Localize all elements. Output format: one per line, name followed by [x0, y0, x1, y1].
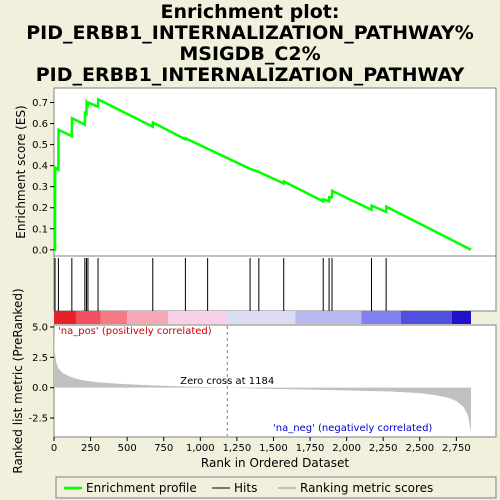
x-tick-label: 2,250 — [369, 443, 398, 454]
metric-y-tick-label: -2.5 — [28, 414, 48, 425]
x-tick-label: 2,000 — [332, 443, 361, 454]
es-panel-background — [53, 87, 497, 257]
zero-cross-label: Zero cross at 1184 — [180, 376, 274, 387]
es-y-tick-label: 0.7 — [32, 98, 48, 109]
x-tick-label: 1,500 — [259, 443, 288, 454]
x-axis-label: Rank in Ordered Dataset — [201, 456, 349, 470]
es-y-axis-label: Enrichment score (ES) — [14, 105, 28, 238]
colorbar-segment — [295, 311, 362, 324]
colorbar-segment — [361, 311, 401, 324]
legend-box — [55, 476, 497, 499]
es-y-axis: 0.0 0.1 0.2 0.3 0.4 0.5 0.6 0.7 — [32, 98, 54, 256]
x-axis: 0 250 500 750 1,000 1,250 1,500 1,750 2,000 2,250… — [51, 437, 471, 454]
rank-colorbar — [54, 311, 471, 324]
colorbar-segment — [54, 311, 76, 324]
x-tick-label: 2,750 — [442, 443, 471, 454]
colorbar-segment — [127, 311, 169, 324]
es-y-tick-label: 0.2 — [32, 203, 48, 214]
metric-y-tick-label: 0.0 — [32, 383, 48, 394]
legend-metric-label: Ranking metric scores — [300, 481, 433, 495]
metric-y-tick-label: 2.5 — [32, 353, 48, 364]
colorbar-segment — [226, 311, 296, 324]
x-tick-label: 1,000 — [186, 443, 215, 454]
x-tick-label: 2,500 — [405, 443, 434, 454]
es-y-tick-label: 0.3 — [32, 182, 48, 193]
chart-title-line-4: PID_ERBB1_INTERNALIZATION_PATHWAY — [35, 64, 465, 86]
legend: Enrichment profile Hits Ranking metric s… — [55, 476, 497, 499]
positive-correlation-label: 'na_pos' (positively correlated) — [58, 326, 212, 337]
negative-correlation-label: 'na_neg' (negatively correlated) — [273, 423, 432, 434]
metric-panel-background — [53, 324, 497, 438]
x-tick-label: 250 — [81, 443, 100, 454]
hits-panel-background — [53, 255, 497, 312]
colorbar-segment — [400, 311, 452, 324]
chart-title-line-1: Enrichment plot: — [160, 1, 340, 23]
x-tick-label: 750 — [154, 443, 173, 454]
x-tick-label: 0 — [51, 443, 57, 454]
hit-markers — [54, 258, 387, 311]
x-tick-label: 1,250 — [223, 443, 252, 454]
x-tick-label: 500 — [118, 443, 137, 454]
metric-y-axis-label: Ranked list metric (PreRanked) — [11, 288, 25, 473]
colorbar-segment — [100, 311, 128, 324]
chart-title-line-3: MSIGDB_C2% — [179, 43, 321, 65]
colorbar-segment — [451, 311, 471, 324]
legend-hits-label: Hits — [234, 481, 257, 495]
metric-y-axis: -2.5 0.0 2.5 5.0 — [28, 323, 54, 425]
es-y-tick-label: 0.0 — [32, 245, 48, 256]
enrichment-profile-line — [53, 97, 472, 252]
x-tick-label: 1,750 — [296, 443, 325, 454]
colorbar-segment — [75, 311, 101, 324]
es-y-tick-label: 0.6 — [32, 119, 48, 130]
es-y-tick-label: 0.4 — [32, 161, 48, 172]
metric-y-tick-label: 5.0 — [32, 323, 48, 334]
colorbar-segment — [168, 311, 227, 324]
es-y-tick-label: 0.5 — [32, 140, 48, 151]
legend-enrichment-label: Enrichment profile — [86, 481, 197, 495]
chart-title-line-2: PID_ERBB1_INTERNALIZATION_PATHWAY% — [26, 22, 474, 44]
es-y-tick-label: 0.1 — [32, 224, 48, 235]
